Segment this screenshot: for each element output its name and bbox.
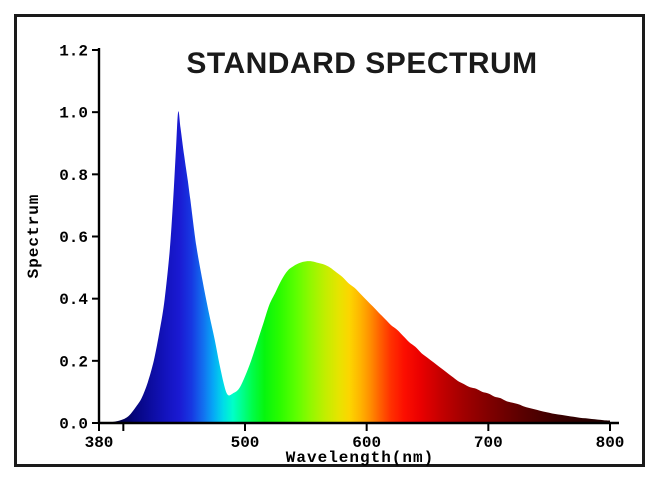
- y-tick-label: 1.2: [59, 43, 88, 61]
- chart-title: STANDARD SPECTRUM: [186, 47, 537, 80]
- plot-area: 0.0 0.2 0.4 0.6 0.8 1.0 1.2 380 500 600 700 800: [59, 43, 624, 453]
- x-tick-label: 380: [85, 434, 114, 452]
- x-axis-label: Wavelength(nm): [286, 449, 434, 467]
- y-tick-label: 0.4: [59, 291, 88, 309]
- y-tick-label: 0.0: [59, 416, 88, 434]
- y-tick-label: 0.6: [59, 229, 88, 247]
- spectrum-area: [99, 111, 610, 424]
- y-tick-label: 1.0: [59, 105, 88, 123]
- x-tick-label: 600: [352, 434, 381, 452]
- x-tick-label: 800: [596, 434, 625, 452]
- y-tick-label: 0.2: [59, 353, 88, 371]
- y-axis-label: Spectrum: [25, 194, 43, 279]
- x-tick-label: 500: [231, 434, 260, 452]
- x-tick-label: 700: [474, 434, 503, 452]
- y-tick-label: 0.8: [59, 167, 88, 185]
